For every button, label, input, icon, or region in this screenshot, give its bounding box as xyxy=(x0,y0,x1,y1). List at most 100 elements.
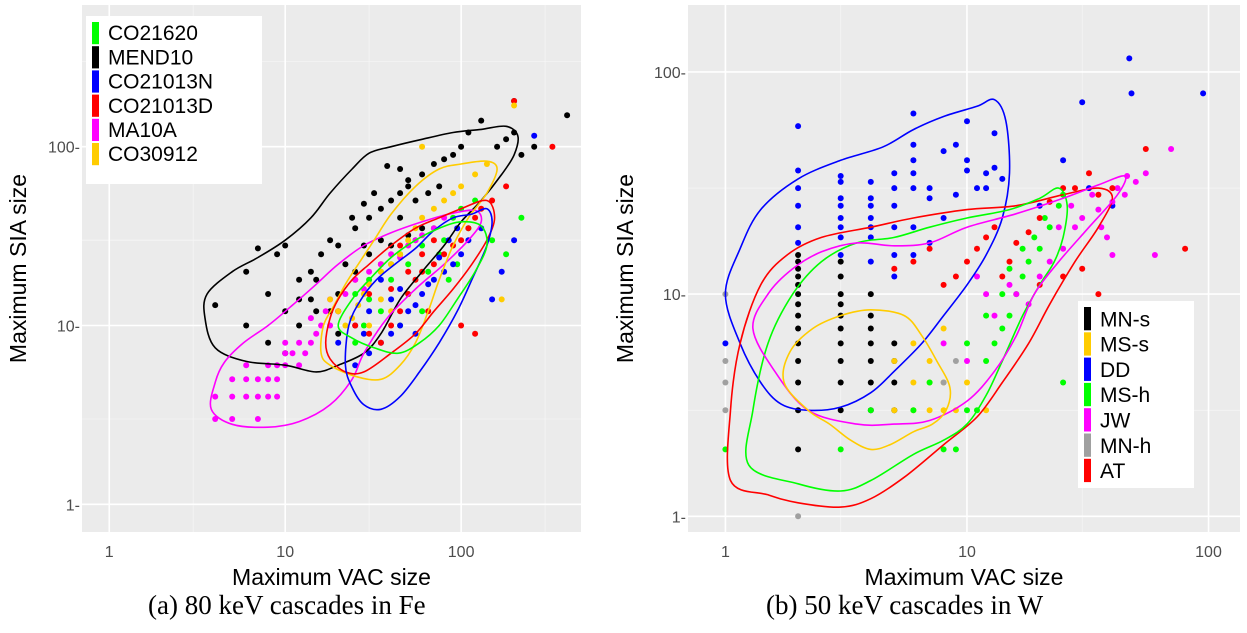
point-ma10a xyxy=(243,376,250,383)
point-ms-h xyxy=(1019,245,1026,252)
point-co30912 xyxy=(483,161,490,167)
legend-key-co21013d xyxy=(92,94,99,117)
point-co30912 xyxy=(342,322,349,329)
point-dd xyxy=(1128,90,1135,97)
point-at xyxy=(1006,258,1013,265)
point-mend10 xyxy=(436,183,443,190)
point-jw xyxy=(991,312,998,319)
point-mn-s xyxy=(891,340,898,347)
point-ms-s xyxy=(891,407,898,414)
point-co21013d xyxy=(366,291,373,297)
point-mn-s xyxy=(795,446,802,453)
point-ma10a xyxy=(274,393,281,400)
point-mend10 xyxy=(377,205,384,212)
point-at xyxy=(1013,239,1020,246)
point-dd xyxy=(1200,90,1207,97)
point-at xyxy=(1182,245,1189,252)
point-co21620 xyxy=(388,276,395,283)
point-co30912 xyxy=(498,296,505,303)
point-ma10a xyxy=(342,291,349,297)
point-mend10 xyxy=(397,190,404,197)
point-co21620 xyxy=(425,268,432,275)
point-dd xyxy=(952,141,959,148)
contour-at xyxy=(726,187,1114,509)
point-co21013n xyxy=(366,308,373,315)
point-ms-h xyxy=(1036,245,1043,252)
point-co21013n xyxy=(397,322,404,329)
point-mend10 xyxy=(397,166,404,172)
point-co21013d xyxy=(458,237,465,244)
point-mend10 xyxy=(564,112,571,119)
point-ms-s xyxy=(940,325,947,332)
point-mn-s xyxy=(795,301,802,308)
point-mend10 xyxy=(425,190,432,197)
point-co21013d xyxy=(458,322,465,329)
point-mn-s xyxy=(795,252,802,258)
point-co21013n xyxy=(412,302,419,309)
point-dd xyxy=(910,157,917,164)
point-mn-s xyxy=(837,358,844,364)
legend-key-mend10 xyxy=(92,46,99,69)
point-dd xyxy=(867,195,874,202)
point-mend10 xyxy=(384,163,391,169)
point-jw xyxy=(1046,258,1053,265)
point-ms-s xyxy=(964,379,970,386)
point-ma10a xyxy=(289,350,296,357)
point-co21013d xyxy=(377,339,384,346)
point-ms-s xyxy=(926,358,933,364)
y-tick-label: 1- xyxy=(672,509,686,526)
point-dd xyxy=(1126,55,1133,62)
point-dd xyxy=(926,185,933,192)
point-co21013n xyxy=(388,296,395,303)
point-co21013n xyxy=(397,286,404,292)
point-co21013n xyxy=(335,339,342,346)
x-axis-title: Maximum VAC size xyxy=(232,564,431,590)
point-dd xyxy=(964,157,970,164)
point-ma10a xyxy=(313,330,320,337)
point-mend10 xyxy=(265,339,272,346)
point-co21013n xyxy=(531,132,538,139)
point-co21013n xyxy=(360,330,367,337)
density-contours xyxy=(203,125,519,429)
point-mn-s xyxy=(867,325,874,332)
point-jw xyxy=(1121,191,1128,198)
legend-key-mn-s xyxy=(1084,307,1091,331)
point-dd xyxy=(837,224,844,231)
point-ma10a xyxy=(322,308,329,315)
point-dd xyxy=(964,167,970,174)
point-ma10a xyxy=(243,393,250,400)
point-mn-s xyxy=(867,379,874,386)
point-co21013n xyxy=(430,276,437,283)
point-mend10 xyxy=(412,197,419,204)
point-co21013d xyxy=(388,286,395,292)
point-ma10a xyxy=(265,393,272,400)
point-co30912 xyxy=(335,308,342,315)
point-mend10 xyxy=(366,251,373,258)
point-co21620 xyxy=(360,322,367,329)
point-dd xyxy=(867,178,874,185)
point-co21013n xyxy=(419,291,426,297)
point-ms-h xyxy=(952,446,959,453)
point-ma10a xyxy=(229,393,236,400)
point-mend10 xyxy=(307,268,314,275)
legend-key-dd xyxy=(1084,357,1091,381)
point-mend10 xyxy=(441,156,448,163)
point-mend10 xyxy=(419,225,426,232)
x-tick-label: 1 xyxy=(721,544,730,561)
point-dd xyxy=(795,239,802,246)
point-mn-s xyxy=(867,340,874,347)
point-co21013d xyxy=(441,251,448,258)
point-ma10a xyxy=(254,376,261,383)
point-dd xyxy=(867,234,874,241)
point-mn-s xyxy=(837,325,844,332)
point-co21013d xyxy=(472,214,479,221)
point-co21620 xyxy=(503,251,510,258)
point-at xyxy=(974,245,980,252)
x-tick-label: 1 xyxy=(105,544,114,561)
point-mn-s xyxy=(837,258,844,265)
point-dd xyxy=(867,215,874,221)
point-mn-h xyxy=(722,379,729,386)
point-dd xyxy=(1079,99,1086,106)
point-dd xyxy=(891,273,898,280)
